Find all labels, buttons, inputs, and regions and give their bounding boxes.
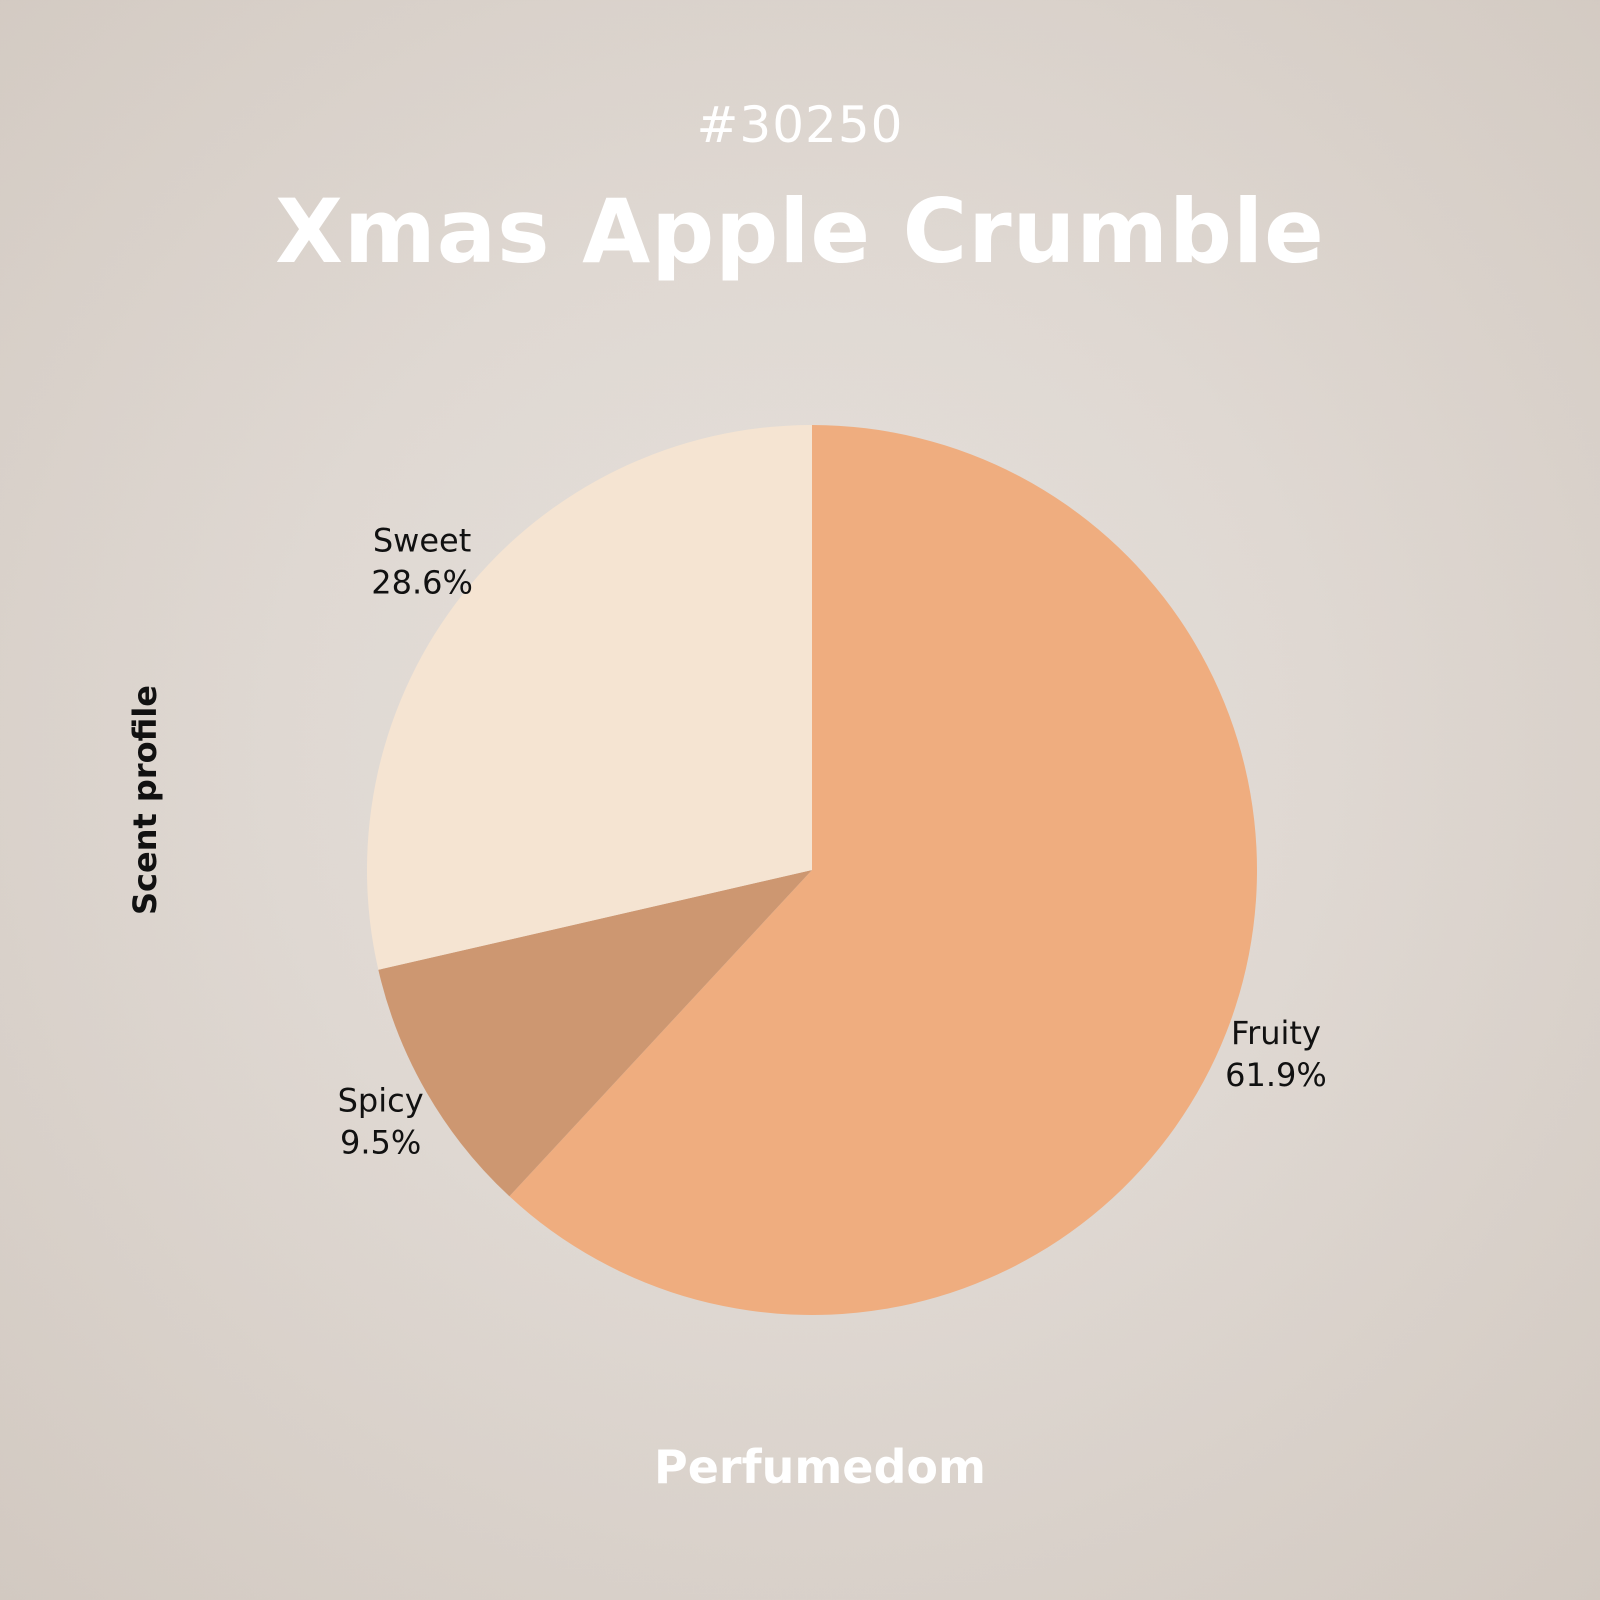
pie-slices: [366, 425, 1257, 1315]
pie-labels: Fruity 61.9% Spicy 9.5% Sweet 28.6%: [338, 522, 1327, 1162]
pie-slice-fruity: [509, 425, 1257, 1315]
pie-label-spicy: Spicy 9.5%: [338, 1082, 424, 1162]
pie-label-fruity: Fruity 61.9%: [1225, 1014, 1327, 1094]
product-id: #30250: [696, 96, 904, 154]
brand-footer: Perfumedom: [654, 1440, 986, 1494]
pie-slice-spicy: [378, 870, 812, 1197]
pie-slice-sweet: [366, 425, 812, 970]
chart-title: Xmas Apple Crumble: [275, 180, 1325, 283]
pie-label-sweet: Sweet 28.6%: [371, 522, 473, 602]
